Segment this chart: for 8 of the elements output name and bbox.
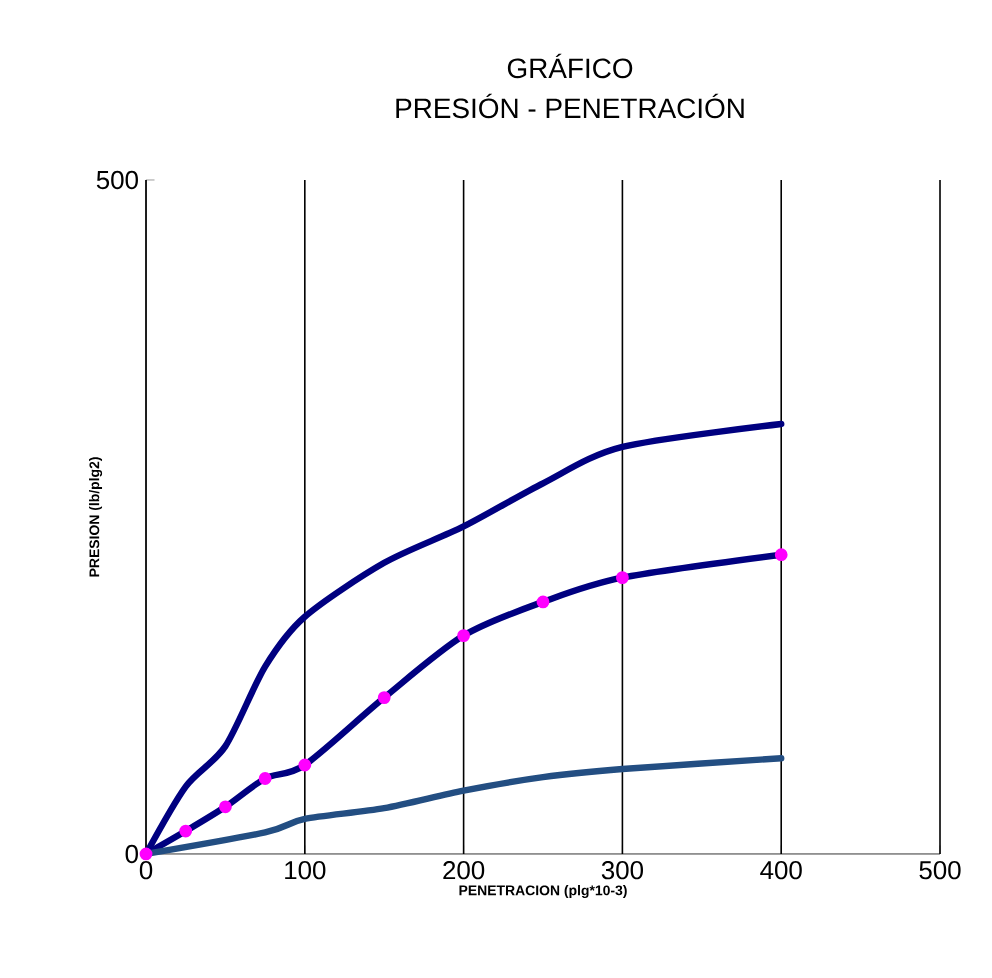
x-tick-label: 0 [139,861,153,880]
x-tick-label: 400 [760,861,802,880]
chart-subtitle: PRESIÓN - PENETRACIÓN [396,93,744,119]
x-tick-label: 500 [919,861,961,880]
x-tick-label: 300 [601,861,644,880]
chart-title: GRÁFICO [507,53,633,79]
x-tick-label: 200 [443,861,485,880]
x-tick-label: 100 [285,861,326,880]
